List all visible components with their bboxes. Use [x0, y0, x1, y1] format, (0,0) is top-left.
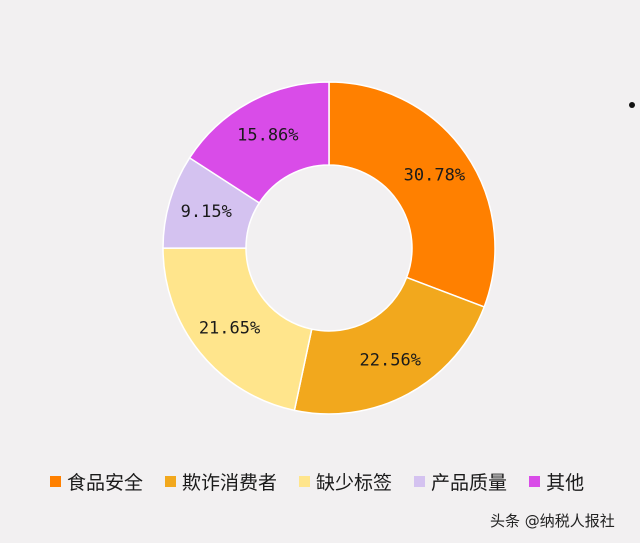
slice-label-product-quality: 9.15% [181, 202, 232, 222]
legend-item-food-safety: 食品安全 [50, 468, 143, 495]
bullet-dot [629, 102, 635, 108]
slice-label-missing-labels: 21.65% [199, 319, 260, 339]
legend-label: 欺诈消费者 [182, 471, 278, 494]
legend-label: 缺少标签 [316, 471, 393, 494]
legend-item-consumer-fraud: 欺诈消费者 [165, 468, 277, 495]
slice-label-consumer-fraud: 22.56% [360, 350, 421, 370]
legend-label: 产品质量 [431, 471, 508, 494]
slice-label-other: 15.86% [237, 126, 298, 146]
legend-swatch [299, 475, 311, 487]
watermark-text: 头条 @纳税人报社 [490, 512, 615, 530]
slice-missing-labels [162, 247, 313, 412]
legend-item-missing-labels: 缺少标签 [299, 468, 392, 495]
legend-swatch [414, 475, 426, 487]
legend-item-other: 其他 [529, 468, 584, 495]
legend-swatch [50, 475, 61, 487]
legend-swatch [165, 475, 177, 487]
legend-label: 食品安全 [67, 471, 144, 494]
chart-legend: 食品安全 欺诈消费者 缺少标签 产品质量 其他 [50, 468, 606, 494]
slice-consumer-fraud [293, 276, 486, 415]
legend-item-product-quality: 产品质量 [414, 468, 507, 495]
legend-swatch [529, 475, 541, 487]
slice-other [188, 81, 330, 204]
slice-label-food-safety: 30.78% [404, 165, 465, 185]
slice-food-safety [328, 81, 496, 308]
legend-label: 其他 [546, 471, 585, 494]
donut-svg: 30.78% 22.56% 21.65% 9.15% 15.86% [162, 81, 496, 415]
